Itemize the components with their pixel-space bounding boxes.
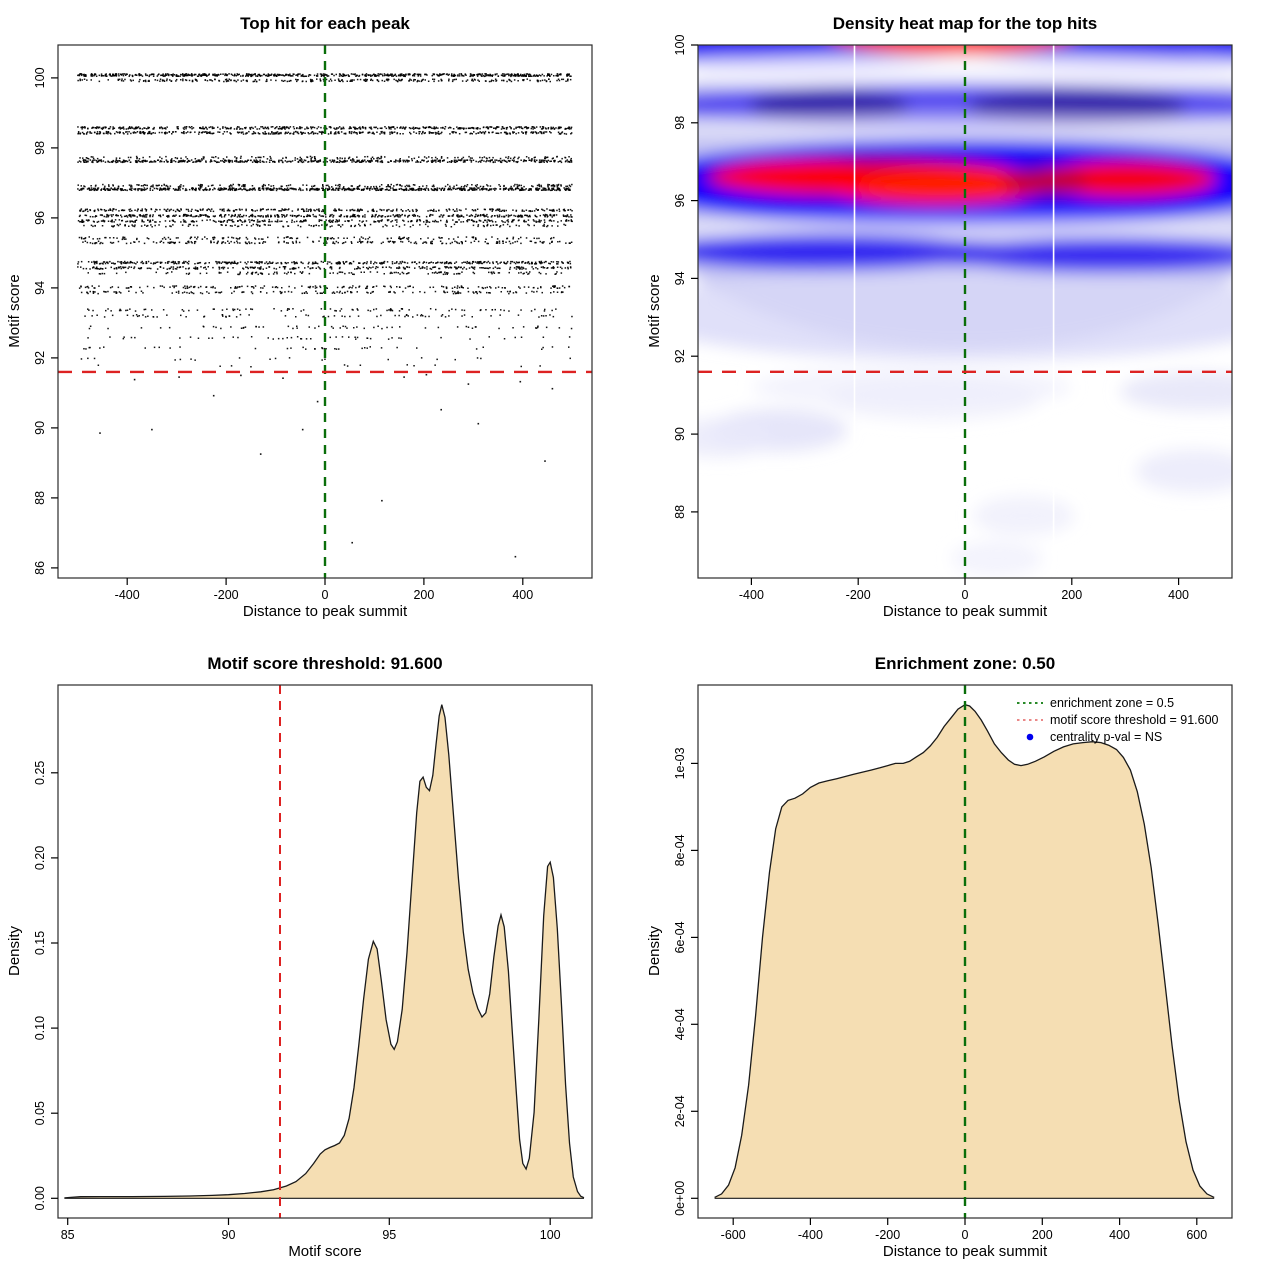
y-axis-label: Motif score [6, 274, 23, 348]
x-axis-ticks: -600 -400 -200 0 200 400 600 [721, 1218, 1207, 1242]
y-axis-label: Motif score [646, 274, 663, 348]
legend-label: motif score threshold = 91.600 [1050, 713, 1219, 727]
distance-density-plot-svg: -600 -400 -200 0 200 400 600 0e+002e-044e-046e-… [673, 684, 1233, 1242]
panel-top-hits-scatter: -400 -200 0 200 400 86 88 90 92 94 96 98 100 Top hit… [0, 0, 640, 640]
legend-swatch-point [1026, 733, 1034, 741]
panel-title: Density heat map for the top hits [832, 14, 1098, 33]
panel-motif-score-density: 85 90 95 100 0.00 0.05 0.10 0.15 0.20 0.25 Motif … [0, 640, 640, 1280]
legend: enrichment zone = 0.5 motif score thresho… [1017, 696, 1219, 744]
x-axis-ticks: -400 -200 0 200 400 [115, 578, 533, 602]
plot-box [57, 684, 593, 1219]
legend-label: enrichment zone = 0.5 [1050, 696, 1174, 710]
x-axis-label: Distance to peak summit [242, 603, 408, 620]
y-axis-ticks: 0.000.050.100.150.200.25 [33, 761, 58, 1210]
density-area [714, 704, 1215, 1199]
x-axis-ticks: 85 90 95 100 [61, 1218, 561, 1242]
panel-title: Enrichment zone: 0.50 [874, 654, 1056, 673]
x-axis-label: Motif score [288, 1243, 362, 1260]
panel-title: Motif score threshold: 91.600 [207, 654, 443, 673]
x-axis-label: Distance to peak summit [882, 1243, 1048, 1260]
y-axis-label: Density [6, 925, 23, 977]
x-axis-label: Distance to peak summit [882, 603, 1048, 620]
legend-label: centrality p-val = NS [1050, 730, 1162, 744]
scatter-points [77, 73, 573, 558]
panel-summit-distance-density: -600 -400 -200 0 200 400 600 0e+00 2e-04 4e-04 6e-… [640, 640, 1280, 1280]
heatmap-density-layer [698, 45, 1232, 578]
panel-title: Top hit for each peak [240, 14, 410, 33]
x-axis-ticks: -400 -200 0 200 400 [739, 578, 1189, 602]
panel-density-heatmap: -400 -200 0 200 400 88 90 92 94 96 98 100 Density h… [640, 0, 1280, 640]
y-axis-label: Density [646, 925, 663, 977]
density-curve [64, 704, 585, 1199]
